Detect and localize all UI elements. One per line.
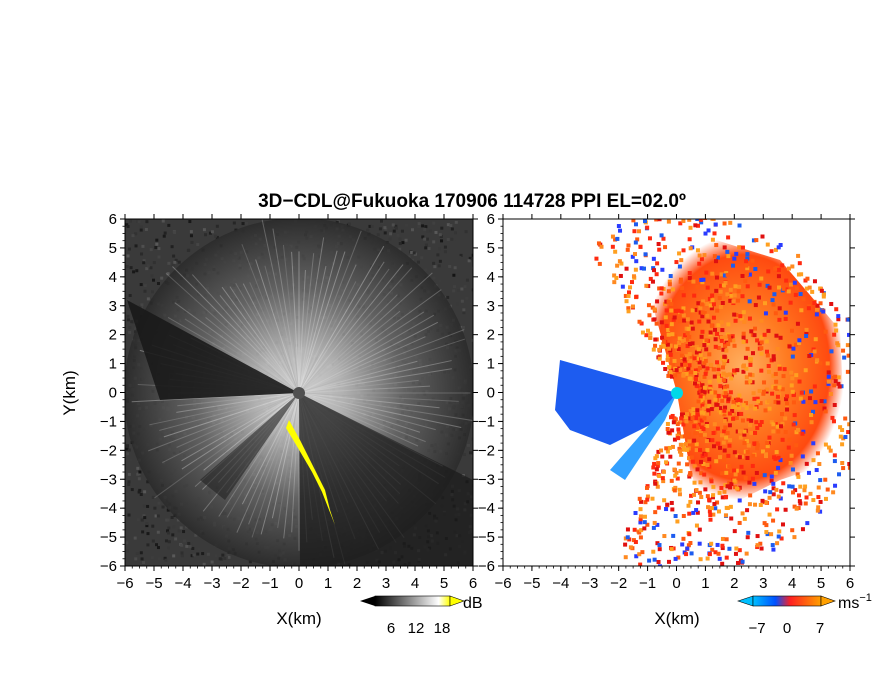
velocity-unit: ms−1: [838, 592, 872, 612]
x-tick-label: 4: [788, 575, 796, 592]
y-tick-label: −5: [100, 529, 117, 546]
x-tick-label: −5: [145, 575, 162, 592]
blue-sector: [555, 360, 677, 445]
x-tick-label: −6: [116, 575, 133, 592]
x-tick-label: −1: [639, 575, 656, 592]
lidar-site-marker-right: [671, 387, 683, 399]
y-axis-label: Y(km): [60, 370, 79, 415]
intensity-tick-6: 6: [387, 620, 395, 637]
x-tick-label: 5: [440, 575, 448, 592]
velocity-tick-7: 7: [816, 620, 824, 637]
x-tick-label: 3: [759, 575, 767, 592]
x-tick-label: 0: [295, 575, 303, 592]
x-tick-label: 4: [411, 575, 419, 592]
y-tick-label: 1: [109, 356, 117, 373]
x-tick-label: −3: [581, 575, 598, 592]
x-axis-label-left: X(km): [276, 609, 321, 628]
lidar-site-marker: [293, 387, 305, 399]
y-tick-label: 0: [109, 385, 117, 402]
x-tick-label: −2: [232, 575, 249, 592]
intensity-heatmap: [125, 219, 473, 566]
x-tick-label: −4: [552, 575, 569, 592]
yellow-streak: [286, 420, 335, 525]
intensity-colorbar: dB 6 12 18: [360, 595, 483, 637]
y-tick-label: 6: [487, 211, 495, 228]
x-tick-label: 3: [382, 575, 390, 592]
velocity-colorbar: ms−1 −7 0 7: [737, 592, 872, 637]
y-tick-label: −3: [100, 471, 117, 488]
x-tick-label: −2: [610, 575, 627, 592]
chart-title: 3D−CDL@Fukuoka 170906 114728 PPI EL=02.0…: [258, 191, 686, 212]
intensity-panel: −6−6 −5 −5 −4 −4 −3 −3 −2 −2 −1 −1 0 0 1 1 2 2 3 3 4 4 5 5 6 6: [100, 211, 478, 592]
y-tick-label: 5: [487, 240, 495, 257]
y-tick-label: −4: [478, 500, 495, 517]
y-tick-label: −3: [478, 471, 495, 488]
y-tick-label: 5: [109, 240, 117, 257]
y-tick-label: −2: [478, 442, 495, 459]
velocity-tick-0: 0: [783, 620, 791, 637]
x-tick-label: 2: [353, 575, 361, 592]
x-tick-label: 2: [730, 575, 738, 592]
x-tick-label: 1: [701, 575, 709, 592]
x-tick-label: −3: [203, 575, 220, 592]
y-tick-label: 0: [487, 385, 495, 402]
velocity-heatmap: [555, 219, 850, 566]
intensity-tick-18: 18: [434, 620, 451, 637]
y-tick-label: 3: [109, 298, 117, 315]
y-tick-label: −1: [100, 413, 117, 430]
y-tick-label: −1: [478, 413, 495, 430]
y-tick-label: 6: [109, 211, 117, 228]
lightblue-sector: [610, 393, 677, 480]
y-tick-label: −4: [100, 500, 117, 517]
x-tick-label: 6: [846, 575, 854, 592]
x-tick-label: −5: [523, 575, 540, 592]
x-axis-label-right: X(km): [654, 609, 699, 628]
y-tick-label: −6: [100, 558, 117, 575]
intensity-unit: dB: [463, 595, 483, 612]
y-tick-label: 2: [487, 327, 495, 344]
y-tick-label: −2: [100, 442, 117, 459]
x-tick-label: 0: [672, 575, 680, 592]
y-tick-label: 2: [109, 327, 117, 344]
velocity-panel: −6−6 −5 −5 −4 −4 −3 −3 −2 −2 −1 −1 0 0 1 1 2 2 3 3 4 4 5 5 6 6: [478, 211, 855, 592]
y-tick-label: 1: [487, 356, 495, 373]
x-tick-label: 6: [469, 575, 477, 592]
y-tick-label: −5: [478, 529, 495, 546]
x-tick-label: −1: [261, 575, 278, 592]
y-tick-label: 4: [487, 269, 495, 286]
velocity-tick-neg7: −7: [748, 620, 765, 637]
x-tick-label: 1: [324, 575, 332, 592]
x-tick-label: −6: [494, 575, 511, 592]
y-tick-label: −6: [478, 558, 495, 575]
y-tick-label: 3: [487, 298, 495, 315]
intensity-tick-12: 12: [408, 620, 425, 637]
x-tick-label: 5: [817, 575, 825, 592]
x-tick-label: −4: [174, 575, 191, 592]
y-tick-label: 4: [109, 269, 117, 286]
